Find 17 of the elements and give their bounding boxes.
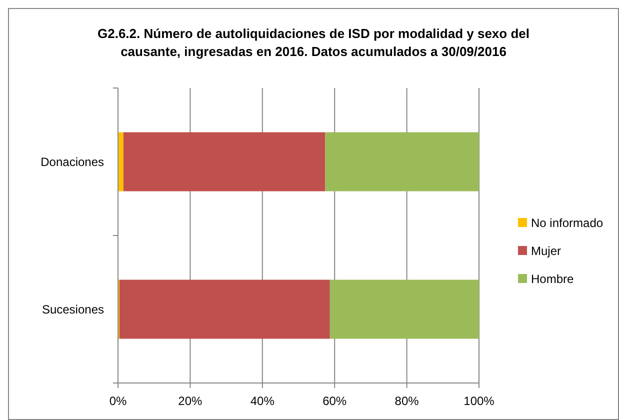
y-tick-label: Sucesiones <box>42 302 104 316</box>
x-tick-label: 0% <box>109 394 127 408</box>
chart-title: G2.6.2. Número de autoliquidaciones de ISD por modalidad y sexo del causante, ingresadas en 2016. Datos acumulados a 30/09/2016 <box>98 26 530 59</box>
y-tick-label: Donaciones <box>40 154 104 169</box>
bar <box>123 132 326 192</box>
x-tick-label: 100% <box>464 394 495 408</box>
bar <box>330 280 479 339</box>
legend-label: No informado <box>531 216 604 230</box>
bar <box>119 280 330 339</box>
legend-label: Mujer <box>531 244 562 258</box>
legend-label: Hombre <box>531 272 574 286</box>
x-tick-label: 40% <box>250 394 275 408</box>
bar <box>325 132 479 192</box>
x-tick-label: 20% <box>178 394 203 408</box>
x-tick-label: 80% <box>394 394 420 408</box>
bar <box>118 132 124 192</box>
x-tick-label: 60% <box>322 394 347 408</box>
